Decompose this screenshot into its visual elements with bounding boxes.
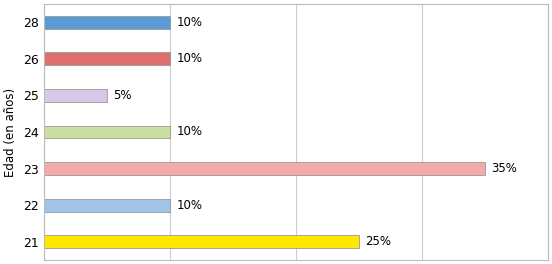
Text: 35%: 35% (491, 162, 517, 175)
Bar (44, 235, 359, 248)
Text: 10%: 10% (177, 125, 203, 139)
Text: 10%: 10% (177, 52, 203, 65)
Text: 10%: 10% (177, 199, 203, 212)
Text: 25%: 25% (365, 235, 391, 248)
Bar (44, 126, 170, 138)
Bar (44, 199, 170, 212)
Bar (44, 162, 485, 175)
Text: 5%: 5% (113, 89, 132, 102)
Bar (44, 89, 107, 102)
Bar (44, 16, 170, 29)
Text: 10%: 10% (177, 16, 203, 29)
Y-axis label: Edad (en años): Edad (en años) (4, 87, 17, 177)
Bar (44, 52, 170, 65)
